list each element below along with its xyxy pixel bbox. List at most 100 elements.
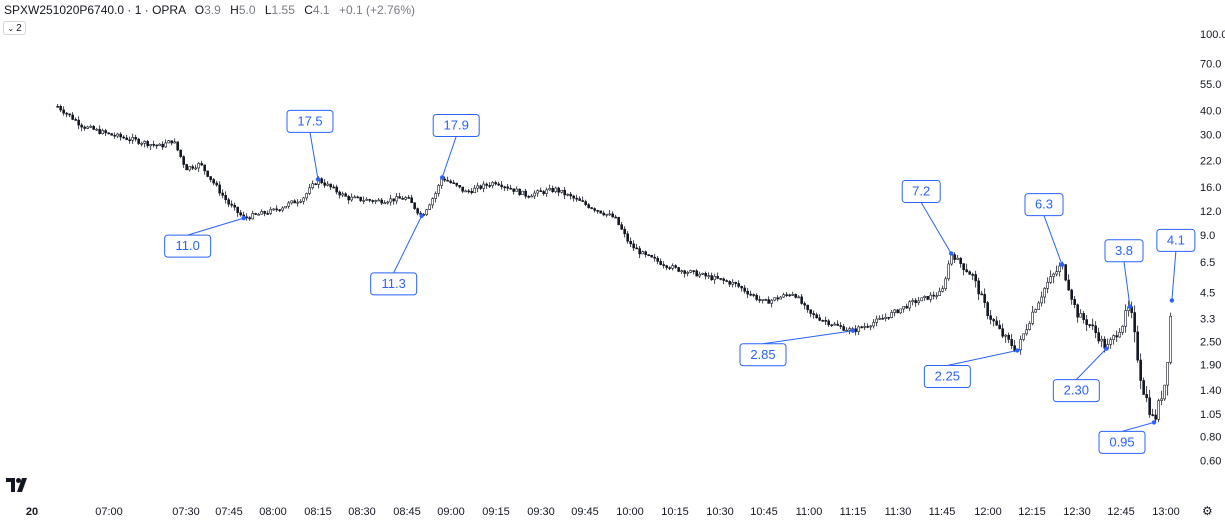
candle <box>377 198 380 202</box>
callout-anchor <box>1169 298 1175 303</box>
candle <box>89 124 92 128</box>
candle <box>62 106 65 116</box>
candle <box>1109 337 1112 349</box>
candle <box>218 181 221 196</box>
time-tick-label: 07:00 <box>95 506 123 518</box>
candle <box>452 179 455 185</box>
candle <box>584 199 587 207</box>
candle <box>950 254 953 266</box>
close-value: 4.1 <box>312 3 330 17</box>
time-tick-label: 20 <box>26 506 38 518</box>
candle <box>758 295 761 303</box>
candle <box>962 263 965 276</box>
candle <box>857 325 860 336</box>
time-tick-label: 08:45 <box>393 506 421 518</box>
price-callout[interactable]: 4.1 <box>1156 228 1196 303</box>
callout-label: 0.95 <box>1109 434 1134 449</box>
time-tick-label: 10:45 <box>750 506 778 518</box>
candle <box>641 250 644 255</box>
price-callout[interactable]: 0.95 <box>1098 420 1157 454</box>
candle <box>257 212 260 216</box>
candle <box>563 186 566 200</box>
candle <box>626 231 629 244</box>
candle <box>1025 324 1028 336</box>
candle <box>1118 328 1121 338</box>
time-tick-label: 11:30 <box>885 506 912 518</box>
candle <box>914 298 917 307</box>
candle <box>638 245 641 259</box>
candle <box>485 182 488 189</box>
price-callout[interactable]: 11.0 <box>164 215 246 258</box>
candle <box>878 315 881 320</box>
candle <box>1142 377 1145 396</box>
candle <box>587 203 590 209</box>
price-callout[interactable]: 17.9 <box>432 113 480 180</box>
price-tick-label: 6.5 <box>1200 257 1215 269</box>
price-tick-label: 30.0 <box>1200 129 1221 141</box>
price-callout[interactable]: 2.85 <box>739 328 856 367</box>
candle <box>269 206 272 216</box>
candle <box>578 196 581 201</box>
candle <box>938 287 941 297</box>
callout-label: 3.8 <box>1115 243 1133 258</box>
candle <box>608 210 611 216</box>
candle <box>329 183 332 190</box>
candle <box>545 187 548 197</box>
symbol-title[interactable]: SPXW251020P6740.0 · 1 · OPRA <box>4 3 186 17</box>
candle <box>458 184 461 189</box>
candle <box>581 196 584 203</box>
price-callout[interactable]: 17.5 <box>286 109 334 182</box>
indicators-toggle-button[interactable]: ⌄ 2 <box>3 21 26 35</box>
candle <box>155 144 158 149</box>
candle <box>650 254 653 258</box>
candle <box>245 213 248 221</box>
candle <box>1139 353 1142 390</box>
candle <box>680 269 683 274</box>
time-axis[interactable]: 20 07:00 07:30 07:45 08:00 08:15 08:30 08:45 09:… <box>26 506 1180 518</box>
candle <box>95 127 98 131</box>
candle <box>932 291 935 300</box>
candle <box>551 185 554 193</box>
candle <box>977 277 980 301</box>
candle <box>530 194 533 198</box>
candle <box>668 266 671 271</box>
time-tick-label: 10:15 <box>661 506 689 518</box>
price-callout[interactable]: 3.8 <box>1104 239 1144 309</box>
candle <box>923 295 926 301</box>
price-tick-label: 22.0 <box>1200 155 1221 167</box>
callout-label: 11.0 <box>175 238 199 253</box>
candle <box>191 164 194 171</box>
candle <box>161 141 164 150</box>
candle <box>272 208 275 211</box>
callout-anchor <box>850 328 856 333</box>
candle <box>935 292 938 300</box>
tradingview-logo[interactable] <box>6 478 30 492</box>
candle <box>1058 262 1061 277</box>
price-callout[interactable]: 2.30 <box>1052 346 1109 403</box>
candle <box>92 124 95 131</box>
candle <box>425 208 428 217</box>
candle <box>806 304 809 313</box>
price-callout[interactable]: 2.25 <box>923 348 1020 388</box>
candle <box>671 263 674 271</box>
high-label: H <box>230 3 239 17</box>
candle <box>359 196 362 203</box>
gear-icon[interactable]: ⚙ <box>1202 504 1213 518</box>
candle <box>872 319 875 329</box>
candle <box>281 206 284 213</box>
candle <box>620 221 623 231</box>
candle <box>659 258 662 266</box>
price-callout[interactable]: 11.3 <box>370 213 424 296</box>
price-callout[interactable]: 7.2 <box>901 179 954 256</box>
candle <box>890 309 893 319</box>
candle <box>572 194 575 202</box>
price-axis[interactable]: 100.0 70.0 55.0 40.0 30.0 22.0 16.0 12.0 9.0 6.5 4… <box>1200 29 1225 468</box>
candle <box>1046 277 1049 294</box>
candle <box>1124 304 1127 333</box>
candle <box>989 310 992 325</box>
price-callout[interactable]: 6.3 <box>1024 193 1065 267</box>
candle <box>653 253 656 262</box>
candle <box>200 160 203 167</box>
time-tick-label: 12:45 <box>1107 506 1135 518</box>
